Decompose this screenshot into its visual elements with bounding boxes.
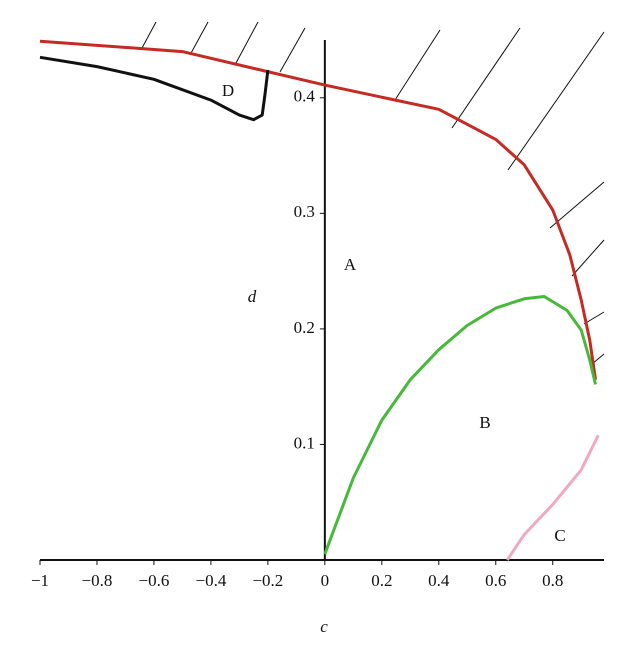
- curve: [323, 295, 597, 555]
- x-tick-label: 0.6: [485, 571, 506, 590]
- curve: [39, 55, 270, 122]
- y-tick-label: 0.3: [294, 202, 315, 221]
- x-tick-label: 0: [321, 571, 330, 590]
- x-tick-label: 0.4: [428, 571, 450, 590]
- x-tick-label: 0.2: [371, 571, 392, 590]
- y-tick-label: 0.4: [294, 87, 316, 106]
- region-label: B: [479, 413, 490, 432]
- x-tick-label: −0.8: [82, 571, 113, 590]
- region-label: C: [554, 526, 565, 545]
- curve: [39, 39, 597, 380]
- hatching: [141, 21, 605, 365]
- x-tick-label: −1: [31, 571, 49, 590]
- x-tick-label: −0.2: [252, 571, 283, 590]
- y-axis-label: d: [248, 287, 257, 306]
- region-label: D: [222, 81, 234, 100]
- y-tick-label: 0.2: [294, 318, 315, 337]
- x-tick-label: −0.6: [139, 571, 170, 590]
- y-tick-label: 0.1: [294, 433, 315, 452]
- x-tick-label: 0.8: [542, 571, 563, 590]
- region-label: A: [344, 255, 357, 274]
- x-tick-label: −0.4: [195, 571, 226, 590]
- x-axis-label: c: [320, 617, 328, 636]
- curve: [505, 434, 600, 561]
